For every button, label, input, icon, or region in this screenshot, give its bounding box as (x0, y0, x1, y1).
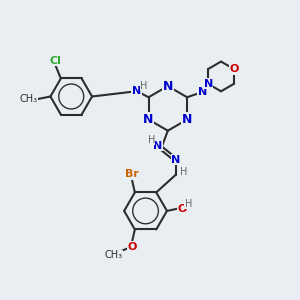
Text: O: O (229, 64, 239, 74)
Text: O: O (127, 242, 136, 252)
Text: N: N (171, 155, 181, 165)
Text: N: N (163, 80, 173, 93)
Text: CH₃: CH₃ (104, 250, 122, 260)
Text: O: O (178, 204, 187, 214)
Text: H: H (140, 81, 148, 91)
Text: N: N (198, 87, 207, 97)
Text: H: H (185, 199, 192, 209)
Text: H: H (181, 167, 188, 177)
Text: N: N (143, 113, 154, 126)
Text: N: N (153, 140, 163, 151)
Text: H: H (148, 135, 155, 145)
Text: Br: Br (125, 169, 139, 179)
Text: N: N (203, 79, 213, 89)
Text: Cl: Cl (50, 56, 61, 66)
Text: N: N (132, 86, 141, 96)
Text: CH₃: CH₃ (19, 94, 37, 104)
Text: N: N (182, 113, 192, 126)
